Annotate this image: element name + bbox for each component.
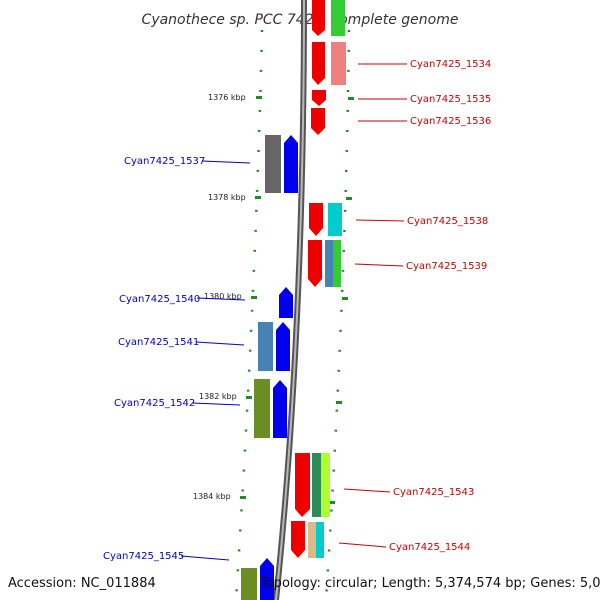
outer-major-tick-1378	[346, 197, 352, 200]
major-tick-1380	[251, 296, 257, 299]
forward-labels: Cyan7425_1534 Cyan7425_1535 Cyan7425_153…	[338, 59, 491, 553]
reverse-strand-genes	[241, 135, 298, 600]
gene-arrow-1534[interactable]	[312, 42, 325, 85]
gene-label-1537[interactable]: Cyan7425_1537	[124, 156, 205, 167]
label-line-1541	[195, 341, 245, 346]
gene-arrow-1542[interactable]	[273, 380, 287, 438]
scale-label-1378: 1378 kbp	[208, 193, 246, 202]
map-title: Cyanothece sp. PCC 7425, complete genome	[142, 12, 459, 28]
outer-major-tick-1382	[336, 401, 342, 404]
gene-arrow-1543[interactable]	[295, 453, 310, 517]
forward-strand-genes	[291, 0, 346, 558]
major-tick-1378	[255, 196, 261, 199]
gene-arrow-1538[interactable]	[309, 203, 323, 236]
gene-arrow-top[interactable]	[312, 0, 325, 36]
outer-major-tick-1384	[329, 501, 335, 504]
label-line-1543	[343, 488, 391, 493]
gene-box-top-green[interactable]	[331, 0, 345, 36]
gene-arrow-1535[interactable]	[312, 90, 326, 106]
gene-box-1537-gray[interactable]	[265, 135, 281, 193]
outer-tick-ring	[324, 29, 351, 600]
gene-box-1539-green[interactable]	[333, 240, 341, 287]
gene-box-1542-olive[interactable]	[254, 379, 270, 438]
gene-arrow-1537[interactable]	[284, 135, 298, 193]
gene-box-1543-darkgreen[interactable]	[312, 453, 321, 517]
label-line-1538	[355, 219, 405, 222]
scale-ticks: 1376 kbp 1378 kbp 1380 kbp 1382 kbp 1384…	[193, 93, 354, 504]
gene-label-1545[interactable]: Cyan7425_1545	[103, 551, 184, 562]
gene-box-1544-tan[interactable]	[308, 522, 316, 558]
gene-label-1539[interactable]: Cyan7425_1539	[406, 261, 487, 272]
label-line-1542	[191, 402, 241, 406]
label-line-1537	[201, 160, 251, 164]
outer-major-tick-1380	[342, 297, 348, 300]
gene-label-1534[interactable]: Cyan7425_1534	[410, 59, 491, 70]
gene-label-1540[interactable]: Cyan7425_1540	[119, 294, 200, 305]
accession-text: Accession: NC_011884	[8, 576, 156, 591]
gene-arrow-1541[interactable]	[276, 322, 290, 371]
gene-box-1534-pink[interactable]	[331, 42, 346, 85]
label-line-1540	[196, 297, 246, 301]
gene-label-1538[interactable]: Cyan7425_1538	[407, 216, 488, 227]
label-line-1539	[354, 263, 404, 267]
major-tick-1384	[240, 496, 246, 499]
label-line-1544	[338, 542, 387, 548]
gene-arrow-1540[interactable]	[279, 287, 293, 318]
major-tick-1382	[246, 396, 252, 399]
genome-summary-text: Topology: circular; Length: 5,374,574 bp…	[259, 576, 600, 591]
gene-box-1545-olive[interactable]	[241, 568, 257, 600]
gene-box-1544-cyan[interactable]	[316, 522, 324, 558]
gene-arrow-1539[interactable]	[308, 240, 322, 287]
scale-label-1384: 1384 kbp	[193, 492, 231, 501]
scale-label-1380: 1380 kbp	[204, 292, 242, 301]
gene-box-1543-lime[interactable]	[321, 453, 330, 517]
gene-label-1541[interactable]: Cyan7425_1541	[118, 337, 199, 348]
gene-label-1536[interactable]: Cyan7425_1536	[410, 116, 491, 127]
gene-arrow-1545[interactable]	[260, 558, 274, 600]
major-tick-1376	[256, 96, 262, 99]
gene-box-1541-steel[interactable]	[258, 322, 273, 371]
scale-label-1382: 1382 kbp	[199, 392, 237, 401]
genome-backbone-highlight	[275, 0, 305, 600]
gene-box-1539-steel[interactable]	[325, 240, 333, 287]
outer-major-tick-1376	[348, 97, 354, 100]
scale-label-1376: 1376 kbp	[208, 93, 246, 102]
gene-label-1542[interactable]: Cyan7425_1542	[114, 398, 195, 409]
gene-box-1538-cyan[interactable]	[328, 203, 342, 236]
reverse-labels: Cyan7425_1537 Cyan7425_1540 Cyan7425_154…	[103, 156, 251, 562]
gene-label-1544[interactable]: Cyan7425_1544	[389, 542, 470, 553]
gene-arrow-1544[interactable]	[291, 521, 305, 558]
label-line-1545	[180, 555, 230, 561]
inner-tick-ring	[234, 29, 264, 600]
gene-label-1535[interactable]: Cyan7425_1535	[410, 94, 491, 105]
gene-arrow-1536[interactable]	[311, 108, 325, 135]
gene-label-1543[interactable]: Cyan7425_1543	[393, 487, 474, 498]
